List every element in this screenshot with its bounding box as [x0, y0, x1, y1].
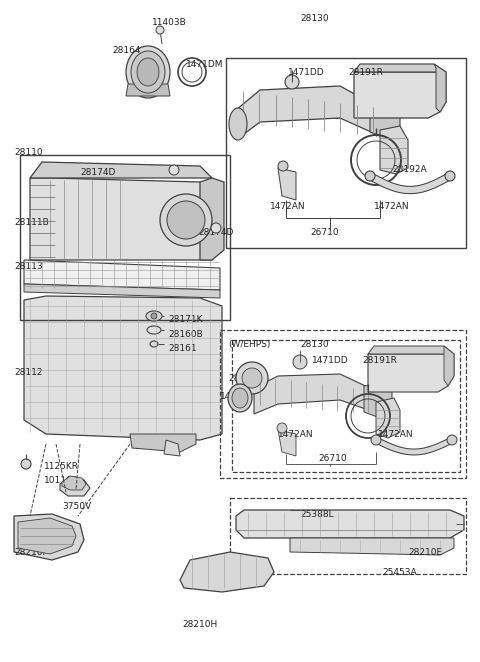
Text: 1471DJ: 1471DJ [220, 392, 252, 401]
Bar [230, 498, 466, 574]
Circle shape [151, 313, 157, 319]
Polygon shape [200, 178, 224, 260]
Text: 1471DD: 1471DD [312, 356, 348, 365]
Text: 28113: 28113 [14, 262, 43, 271]
Circle shape [365, 171, 375, 181]
Text: 25453A: 25453A [382, 568, 417, 577]
Polygon shape [126, 84, 170, 96]
Polygon shape [444, 346, 454, 386]
Polygon shape [354, 72, 446, 118]
Polygon shape [18, 518, 76, 554]
Polygon shape [24, 296, 222, 440]
Text: 1472AN: 1472AN [278, 430, 313, 439]
Text: 25388L: 25388L [300, 510, 334, 519]
Text: 28130: 28130 [300, 340, 329, 349]
Text: 28164: 28164 [112, 46, 141, 55]
Circle shape [293, 355, 307, 369]
Polygon shape [278, 168, 296, 200]
Bar [232, 340, 460, 472]
Text: 28174D: 28174D [80, 168, 115, 177]
Text: 28171K: 28171K [168, 315, 203, 324]
Text: 11403B: 11403B [152, 18, 187, 27]
Circle shape [242, 368, 262, 388]
Polygon shape [236, 510, 464, 538]
Polygon shape [278, 430, 296, 456]
Text: 28110: 28110 [14, 148, 43, 157]
Circle shape [445, 171, 455, 181]
Ellipse shape [146, 311, 162, 321]
Text: 28174D: 28174D [198, 228, 233, 237]
Circle shape [236, 362, 268, 394]
Ellipse shape [228, 384, 252, 412]
Polygon shape [254, 374, 374, 414]
Text: 28176A: 28176A [228, 374, 263, 383]
Polygon shape [290, 538, 454, 555]
Polygon shape [130, 434, 196, 452]
Circle shape [285, 75, 299, 89]
Text: 28191R: 28191R [348, 68, 383, 77]
Bar [226, 58, 466, 248]
Text: 26710: 26710 [318, 454, 347, 463]
Bar [20, 155, 230, 320]
Ellipse shape [131, 51, 165, 93]
Polygon shape [24, 284, 220, 298]
Ellipse shape [167, 201, 205, 239]
Text: 28112: 28112 [14, 368, 43, 377]
Text: 28111B: 28111B [14, 218, 49, 227]
Polygon shape [370, 100, 400, 138]
Text: 1472AN: 1472AN [374, 202, 409, 211]
Polygon shape [24, 260, 220, 290]
Text: 26710: 26710 [310, 228, 338, 237]
Text: 1011CA: 1011CA [44, 476, 79, 485]
Text: 1125KR: 1125KR [44, 462, 79, 471]
Text: 28130: 28130 [300, 14, 329, 23]
Text: 28192A: 28192A [392, 165, 427, 174]
Circle shape [277, 423, 287, 433]
Circle shape [21, 459, 31, 469]
Text: 3750V: 3750V [62, 502, 91, 511]
Polygon shape [236, 86, 380, 140]
Circle shape [371, 435, 381, 445]
Text: 1472AN: 1472AN [270, 202, 306, 211]
Ellipse shape [137, 58, 159, 86]
Ellipse shape [150, 341, 158, 347]
Polygon shape [354, 64, 446, 72]
Text: (W/EHPS): (W/EHPS) [228, 340, 270, 349]
Ellipse shape [232, 388, 248, 408]
Polygon shape [180, 552, 274, 592]
Polygon shape [334, 100, 354, 118]
Circle shape [211, 223, 221, 233]
Text: 1472AN: 1472AN [378, 430, 414, 439]
Polygon shape [380, 126, 408, 174]
Polygon shape [14, 514, 84, 560]
Polygon shape [376, 398, 400, 438]
Circle shape [447, 435, 457, 445]
Polygon shape [62, 476, 86, 490]
Circle shape [169, 165, 179, 175]
Polygon shape [30, 162, 212, 178]
Polygon shape [434, 64, 446, 112]
Text: 28160B: 28160B [168, 330, 203, 339]
Circle shape [156, 26, 164, 34]
Text: 28191R: 28191R [362, 356, 397, 365]
Text: 28210F: 28210F [14, 548, 48, 557]
Polygon shape [368, 346, 454, 354]
Polygon shape [164, 440, 180, 456]
Text: 28161: 28161 [168, 344, 197, 353]
Text: 1471DD: 1471DD [288, 68, 324, 77]
Text: 1471DM: 1471DM [186, 60, 224, 69]
Text: 28210H: 28210H [182, 620, 217, 629]
Text: 28210E: 28210E [408, 548, 442, 557]
Polygon shape [368, 354, 454, 392]
Ellipse shape [126, 46, 170, 98]
Circle shape [278, 161, 288, 171]
Bar [220, 330, 466, 478]
Polygon shape [60, 478, 90, 496]
Polygon shape [30, 178, 212, 260]
Ellipse shape [229, 108, 247, 140]
Ellipse shape [160, 194, 212, 246]
Polygon shape [364, 382, 392, 418]
